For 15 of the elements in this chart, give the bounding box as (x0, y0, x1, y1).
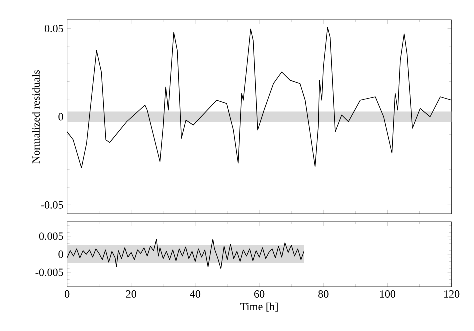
x-tick-label: 60 (254, 290, 265, 298)
y-tick-label: -0.05 (41, 201, 64, 209)
x-tick-label: 100 (380, 290, 396, 298)
x-tick-label: 80 (318, 290, 329, 298)
x-tick-label: 120 (444, 290, 460, 298)
y-tick-label: 0 (58, 113, 64, 121)
y-axis-title: Normalized residuals (32, 70, 40, 164)
x-tick-label: 40 (190, 290, 201, 298)
y-tick-label: -0.005 (36, 268, 64, 276)
x-tick-label: 0 (64, 290, 70, 298)
y-tick-label: 0.05 (44, 25, 64, 33)
y-tick-label: 0 (58, 250, 64, 258)
x-axis-title: Time [h] (240, 302, 278, 312)
x-tick-label: 20 (126, 290, 136, 298)
y-tick-label: 0.005 (39, 232, 64, 240)
